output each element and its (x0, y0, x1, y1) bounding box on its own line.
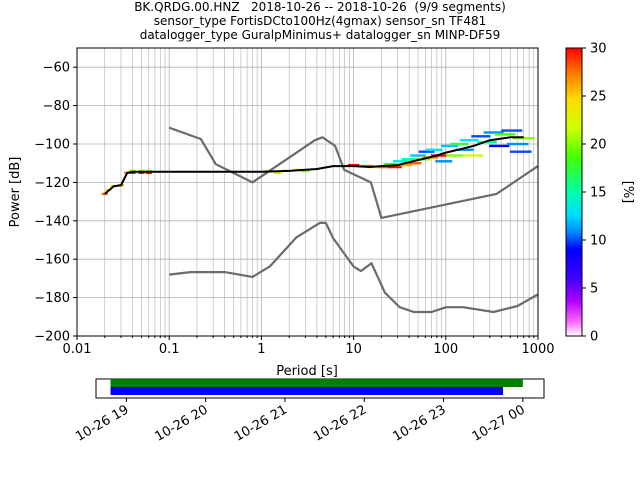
y-tick-label: −140 (34, 214, 70, 229)
colorbar (565, 47, 583, 337)
density-cell (383, 162, 398, 166)
colorbar-tick-label: 5 (590, 282, 598, 297)
density-cell (445, 154, 464, 157)
y-tick-label: −200 (34, 330, 70, 345)
coverage-tick-label: 10-26 23 (390, 402, 448, 444)
density-cell (509, 150, 532, 153)
x-tick-label: 100 (433, 342, 458, 357)
x-axis-label: Period [s] (276, 364, 338, 379)
density-cell (460, 138, 479, 142)
y-tick-label: −120 (34, 176, 70, 191)
coverage-bar (110, 379, 523, 387)
x-ticks: 0.01 0.1 1 10 100 1000 (63, 336, 555, 357)
plot-frame (76, 47, 539, 337)
series-lines (104, 126, 538, 314)
x-tick-label: 0.1 (159, 342, 180, 357)
colorbar-tick-label: 0 (590, 330, 598, 345)
density-cell (489, 144, 510, 148)
density-cell (506, 142, 529, 146)
plot-area (77, 48, 538, 336)
mode-line (104, 136, 524, 195)
density-cell (101, 192, 108, 196)
title-line-3: datalogger_type GuralpMinimus+ datalogge… (139, 28, 501, 42)
y-tick-label: −160 (34, 253, 70, 268)
colorbar-tick-label: 25 (590, 90, 607, 105)
density-cell (406, 162, 422, 165)
x-tick-label: 1000 (521, 342, 554, 357)
colorbar-label: [%] (620, 181, 635, 204)
y-tick-label: −60 (43, 61, 70, 76)
y-tick-label: −180 (34, 291, 70, 306)
density-cell (512, 137, 535, 140)
x-tick-label: 0.01 (63, 342, 92, 357)
colorbar-tick-label: 15 (590, 186, 607, 201)
density-cell (397, 163, 413, 167)
coverage-bar (110, 387, 504, 395)
density-cell (501, 129, 523, 132)
density-cell (393, 160, 408, 163)
density-cell (435, 160, 453, 163)
density-cell (450, 142, 469, 146)
density-cell (410, 154, 426, 157)
density-cell (494, 133, 516, 136)
coverage-tick-label: 10-26 19 (73, 402, 131, 444)
colorbar-tick-label: 20 (590, 138, 607, 153)
density-cell (387, 165, 402, 169)
density-cell (401, 158, 417, 161)
coverage-tick-label: 10-26 22 (311, 402, 369, 444)
colorbar-ticks: 0 5 10 15 20 25 30 (582, 42, 607, 345)
y-tick-label: −80 (43, 99, 70, 114)
density-cell (274, 171, 282, 174)
high-noise-model-line (168, 126, 538, 219)
title-line-1: BK.QRDG.00.HNZ 2018-10-26 -- 2018-10-26 … (134, 0, 506, 14)
density-cell (301, 169, 310, 173)
density-cell (464, 154, 483, 157)
density-cell (455, 148, 474, 151)
title-line-2: sensor_type FortisDCto100Hz(4gmax) senso… (153, 14, 487, 28)
colorbar-tick-label: 10 (590, 234, 607, 249)
density-cell (440, 144, 459, 148)
density-cell (418, 150, 435, 153)
density-cell (378, 165, 392, 169)
coverage-tick-label: 10-26 20 (153, 402, 211, 444)
x-tick-label: 10 (345, 342, 362, 357)
density-cell (426, 148, 443, 151)
density-cell (483, 131, 504, 134)
coverage-tick-label: 10-26 21 (232, 402, 290, 444)
y-ticks: −200 −180 −160 −140 −120 −100 −80 −60 (34, 61, 77, 345)
coverage-tick-label: 10-27 00 (470, 402, 528, 444)
y-tick-label: −100 (34, 138, 70, 153)
coverage-time-ticks: 10-26 19 10-26 20 10-26 21 10-26 22 10-26 23… (73, 398, 528, 445)
density-cell (471, 135, 491, 138)
low-noise-model-line (169, 221, 538, 314)
coverage-bars (110, 379, 523, 395)
x-tick-label: 1 (257, 342, 265, 357)
colorbar-tick-label: 30 (590, 42, 607, 57)
y-axis-label: Power [dB] (8, 157, 23, 228)
